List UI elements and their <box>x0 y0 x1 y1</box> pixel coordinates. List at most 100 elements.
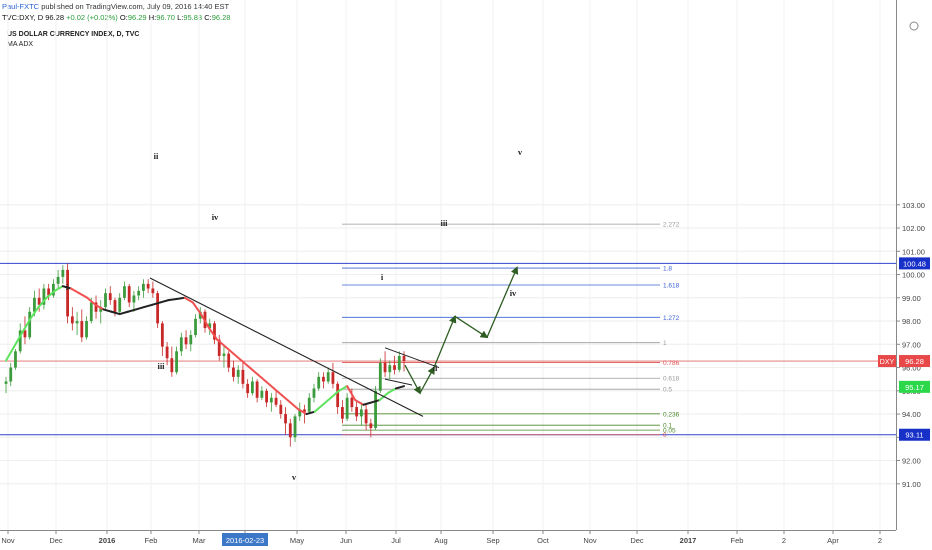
author-link[interactable]: Paul-FXTC <box>2 2 40 11</box>
candle-body <box>170 358 174 373</box>
candle-body <box>179 337 183 352</box>
y-tick-label: 91.00 <box>902 480 921 489</box>
candle-body <box>70 316 74 324</box>
price-badge: 93.11 <box>905 431 923 440</box>
candle-body <box>236 369 240 377</box>
wave-label: iv <box>510 288 517 298</box>
candle-body <box>255 381 259 398</box>
candle-body <box>104 293 107 308</box>
publish-line: Paul-FXTC published on TradingView.com, … <box>2 1 230 12</box>
candle-body <box>232 367 235 377</box>
x-tick-label: 2 <box>782 536 786 545</box>
x-tick-label: Feb <box>145 536 158 545</box>
x-tick-label: Dec <box>630 536 644 545</box>
projection-arrow <box>433 314 457 368</box>
indicator-label[interactable]: MA ADX <box>7 41 34 48</box>
candle-body <box>18 330 22 352</box>
symbol-name: TVC:DXY, D <box>2 13 44 22</box>
price-badge: 100.48 <box>903 259 926 268</box>
candle-body <box>156 293 160 324</box>
trend-drawings <box>149 266 519 417</box>
candle-body <box>274 397 278 405</box>
fib-level-label: 0.05 <box>663 428 676 435</box>
price-badge-bg <box>899 355 930 368</box>
candle-body <box>364 409 368 424</box>
ma-segment <box>102 308 113 313</box>
wave-label: iii <box>440 218 448 228</box>
settings-icon <box>909 21 919 31</box>
candle-body <box>341 407 344 419</box>
wave-label: ii <box>433 363 438 373</box>
candle-body <box>298 409 302 417</box>
crosshair-date-bg <box>222 533 268 546</box>
candle-body <box>260 390 264 398</box>
x-axis-bg <box>0 530 932 550</box>
ma-segment <box>118 310 129 316</box>
ma-segment <box>134 306 146 311</box>
ohlc-l-label: L: <box>177 13 184 22</box>
x-tick-label: 2 <box>878 536 882 545</box>
candle-body <box>374 390 377 428</box>
projection-arrow <box>419 366 435 394</box>
ma-segment <box>167 297 178 302</box>
candle-body <box>4 381 8 384</box>
ma-segment <box>37 296 48 309</box>
x-tick-label: Jun <box>340 536 352 545</box>
candle-body <box>165 346 169 359</box>
candle-body <box>42 288 46 305</box>
ma-segment <box>297 408 308 416</box>
ma-segment <box>354 399 365 406</box>
candle-body <box>14 351 17 368</box>
wave-label: v <box>518 147 523 157</box>
crosshair-date-label: 2016-02-23 <box>226 536 264 545</box>
ohlc-high: 96.70 <box>156 13 175 22</box>
candle-body <box>23 330 27 338</box>
symbol-line: TVC:DXY, D 96.28 +0.02 (+0.02%) O:96.29 … <box>2 12 230 23</box>
x-tick-label: Jul <box>391 536 401 545</box>
price-badge: 95.17 <box>905 383 924 392</box>
candle-body <box>194 318 197 335</box>
fib-level-label: 0 <box>663 432 667 439</box>
candle-body <box>184 337 188 345</box>
grid <box>0 0 896 530</box>
y-tick-label: 103.00 <box>902 201 925 210</box>
moving-average <box>5 285 405 416</box>
candle-body <box>28 311 32 338</box>
candle-body <box>402 355 406 362</box>
ohlc-h-label: H: <box>148 13 157 22</box>
ma-segment <box>305 410 316 416</box>
ma-segment <box>338 385 349 392</box>
ma-segment <box>313 403 324 413</box>
ma-segment <box>69 287 81 295</box>
chart-title: US DOLLAR CURRENCY INDEX, D, TVC <box>7 31 140 38</box>
candle-body <box>9 367 13 382</box>
candle-body <box>61 269 65 277</box>
ma-segment <box>191 301 202 316</box>
projection-arrow <box>404 364 421 395</box>
candle-body <box>331 372 335 384</box>
candle-body <box>66 269 69 317</box>
candle-body <box>132 295 136 303</box>
fib-level-label: 1.272 <box>663 315 680 322</box>
ma-segment <box>362 401 373 406</box>
x-tick-label: Dec <box>49 536 63 545</box>
ma-segment <box>13 331 24 348</box>
candle-body <box>293 416 297 438</box>
candle-body <box>359 409 363 417</box>
candle-body <box>89 302 93 322</box>
candle-body <box>388 365 392 373</box>
wave-label: iii <box>157 361 165 371</box>
candle-body <box>284 414 287 424</box>
candle-body <box>99 307 103 312</box>
ma-segment <box>346 385 357 402</box>
price-badge-bg <box>899 428 930 441</box>
y-tick-label: 94.00 <box>902 410 921 419</box>
x-tick-label: 2017 <box>680 536 697 545</box>
price-badge-bg <box>899 380 930 393</box>
x-tick-label: Nov <box>1 536 15 545</box>
y-tick-label: 97.00 <box>902 340 921 349</box>
ohlc-low: 95.83 <box>183 13 203 22</box>
ma-segment <box>5 345 16 362</box>
ma-segment <box>61 285 72 290</box>
